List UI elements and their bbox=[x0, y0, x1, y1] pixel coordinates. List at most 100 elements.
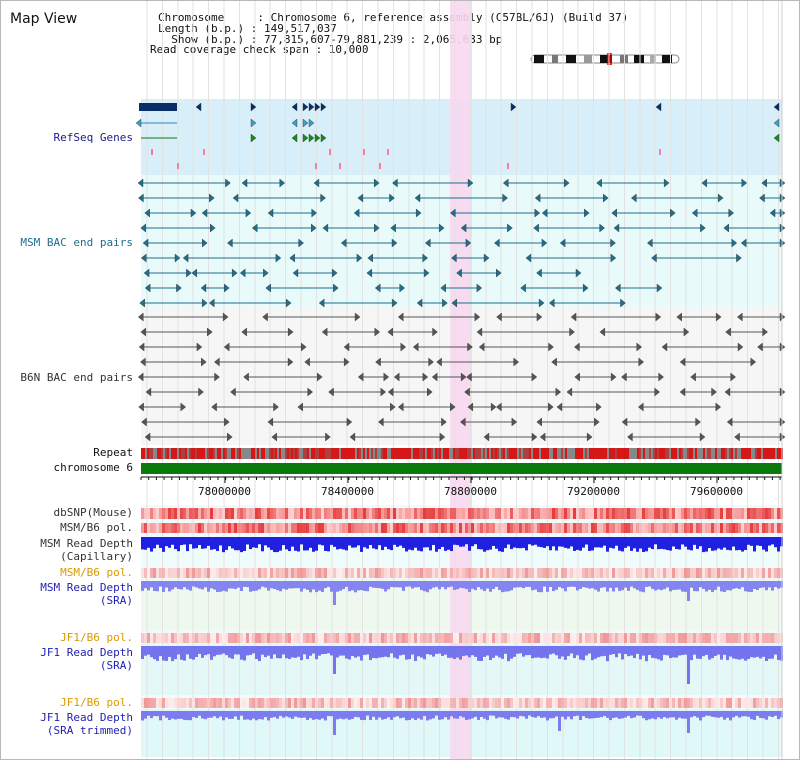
depth-bar bbox=[585, 537, 588, 545]
heatmap-cell bbox=[693, 698, 696, 708]
depth-bar bbox=[351, 581, 354, 591]
depth-bar bbox=[747, 537, 750, 545]
heatmap-cell bbox=[588, 633, 591, 643]
heatmap-cell bbox=[729, 698, 732, 708]
heatmap-cell bbox=[657, 568, 660, 578]
heatmap-cell bbox=[621, 568, 624, 578]
depth-bar bbox=[291, 537, 294, 547]
heatmap-cell bbox=[579, 508, 582, 519]
track-label-msm-depth-capillary[interactable]: MSM Read Depth bbox=[40, 537, 133, 550]
heatmap-cell bbox=[408, 508, 411, 519]
heatmap-cell bbox=[672, 508, 675, 519]
track-label-jf1-b6-pol[interactable]: JF1/B6 pol. bbox=[60, 631, 133, 644]
heatmap-cell bbox=[696, 698, 699, 708]
repeat-segment bbox=[353, 448, 355, 459]
heatmap-cell bbox=[717, 523, 720, 533]
repeat-segment bbox=[523, 448, 525, 459]
depth-bar bbox=[420, 537, 423, 552]
depth-bar bbox=[267, 646, 270, 656]
heatmap-cell bbox=[486, 523, 489, 533]
depth-bar bbox=[387, 537, 390, 550]
repeat-segment bbox=[463, 448, 465, 459]
track-label-dbsnp[interactable]: dbSNP(Mouse) bbox=[53, 506, 133, 519]
heatmap-cell bbox=[393, 633, 396, 643]
heatmap-cell bbox=[210, 508, 213, 519]
heatmap-cell bbox=[738, 698, 741, 708]
heatmap-cell bbox=[504, 568, 507, 578]
heatmap-cell bbox=[183, 568, 186, 578]
repeat-segment bbox=[657, 448, 659, 459]
depth-bar bbox=[621, 537, 624, 552]
track-label-msm-b6-pol[interactable]: MSM/B6 pol. bbox=[60, 521, 133, 534]
heatmap-cell bbox=[462, 698, 465, 708]
depth-bar bbox=[663, 646, 666, 655]
track-label-jf1-depth-sra[interactable]: JF1 Read Depth bbox=[40, 646, 133, 659]
heatmap-cell bbox=[570, 508, 573, 519]
depth-bar bbox=[738, 581, 741, 589]
heatmap-cell bbox=[666, 523, 669, 533]
heatmap-cell bbox=[156, 508, 159, 519]
heatmap-cell bbox=[270, 523, 273, 533]
heatmap-cell bbox=[663, 508, 666, 519]
track-label-refseq-genes[interactable]: RefSeq Genes bbox=[53, 131, 133, 144]
depth-bar bbox=[204, 581, 207, 588]
track-label-jf1-depth-trimmed[interactable]: JF1 Read Depth bbox=[40, 711, 133, 724]
heatmap-cell bbox=[711, 698, 714, 708]
depth-bar bbox=[345, 711, 348, 719]
heatmap-cell bbox=[213, 523, 216, 533]
bac-end-marker bbox=[538, 298, 545, 308]
heatmap-cell bbox=[204, 698, 207, 708]
depth-bar bbox=[582, 581, 585, 588]
depth-bar bbox=[306, 711, 309, 720]
depth-bar bbox=[558, 537, 561, 547]
bac-end-marker bbox=[531, 432, 538, 442]
track-label-b6n-bac[interactable]: B6N BAC end pairs bbox=[20, 371, 133, 384]
heatmap-cell bbox=[495, 523, 498, 533]
repeat-segment bbox=[779, 448, 781, 459]
depth-bar bbox=[741, 646, 744, 659]
track-label-msm-b6-pol-2[interactable]: MSM/B6 pol. bbox=[60, 566, 133, 579]
bac-end-marker bbox=[683, 327, 690, 337]
depth-bar bbox=[237, 537, 240, 551]
heatmap-cell bbox=[762, 523, 765, 533]
heatmap-cell bbox=[171, 523, 174, 533]
depth-bar bbox=[603, 581, 606, 588]
heatmap-cell bbox=[675, 508, 678, 519]
repeat-segment bbox=[319, 448, 321, 459]
depth-bar bbox=[738, 537, 741, 550]
bac-end-marker bbox=[145, 387, 152, 397]
heatmap-cell bbox=[597, 698, 600, 708]
heatmap-cell bbox=[693, 568, 696, 578]
heatmap-cell bbox=[675, 633, 678, 643]
heatmap-cell bbox=[396, 508, 399, 519]
heatmap-cell bbox=[279, 508, 282, 519]
track-label-jf1-b6-pol-2[interactable]: JF1/B6 pol. bbox=[60, 696, 133, 709]
depth-bar bbox=[444, 646, 447, 655]
heatmap-cell bbox=[687, 523, 690, 533]
refseq-gene-arrow bbox=[302, 118, 309, 128]
heatmap-cell bbox=[447, 508, 450, 519]
track-label-msm-depth-sra[interactable]: MSM Read Depth bbox=[40, 581, 133, 594]
heatmap-cell bbox=[636, 568, 639, 578]
depth-bar bbox=[174, 711, 177, 720]
depth-bar bbox=[540, 711, 543, 718]
depth-bar bbox=[159, 711, 162, 721]
depth-bar bbox=[693, 711, 696, 717]
heatmap-cell bbox=[648, 508, 651, 519]
heatmap-cell bbox=[240, 633, 243, 643]
heatmap-cell bbox=[222, 508, 225, 519]
chromosome-ideogram[interactable] bbox=[530, 53, 682, 65]
heatmap-cell bbox=[366, 633, 369, 643]
heatmap-cell bbox=[267, 698, 270, 708]
bac-end-marker bbox=[476, 283, 483, 293]
depth-bar bbox=[555, 537, 558, 551]
heatmap-cell bbox=[189, 568, 192, 578]
repeat-segment bbox=[341, 448, 343, 459]
depth-bar bbox=[663, 537, 666, 550]
heatmap-cell bbox=[288, 698, 291, 708]
track-label-msm-bac[interactable]: MSM BAC end pairs bbox=[20, 236, 133, 249]
heatmap-cell bbox=[414, 508, 417, 519]
heatmap-cell bbox=[258, 508, 261, 519]
heatmap-cell bbox=[342, 633, 345, 643]
